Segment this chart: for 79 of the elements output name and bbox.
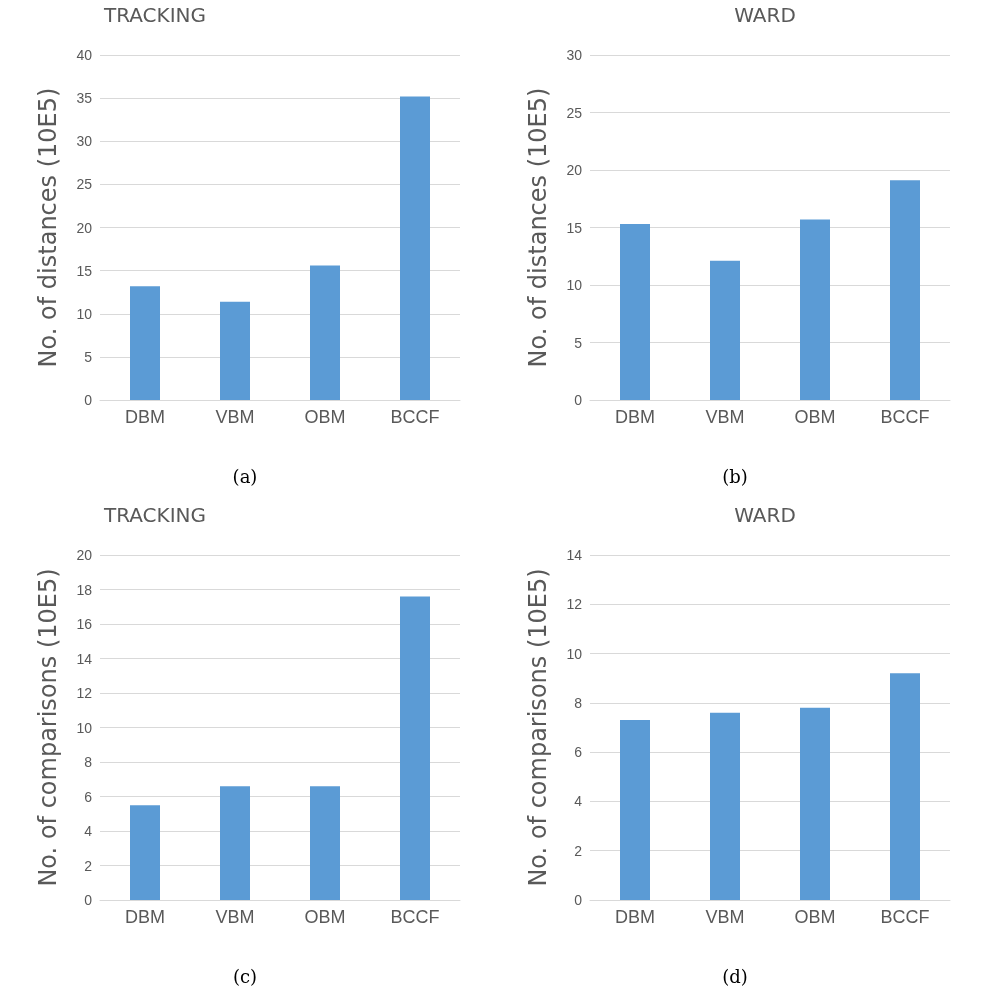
x-tick-label: BCCF [390,907,440,927]
y-tick-label: 5 [84,348,93,365]
y-axis-title: No. of distances (10E5) [34,87,62,368]
x-tick-label: OBM [794,407,836,427]
y-tick-label: 10 [566,277,583,293]
y-tick-label: 14 [566,547,583,563]
y-axis-title: No. of comparisons (10E5) [524,568,552,887]
y-tick-label: 25 [76,176,93,193]
bar [710,260,740,400]
y-tick-label: 10 [76,719,93,736]
bar [310,265,340,400]
y-tick-label: 6 [574,744,583,761]
bar [400,596,430,900]
y-tick-label: 25 [566,104,583,121]
x-tick-label: VBM [705,407,745,427]
y-axis-title: No. of distances (10E5) [524,87,552,368]
x-tick-label: OBM [304,407,346,427]
bar [220,786,250,900]
bar [220,301,250,400]
x-tick-label: BCCF [880,407,930,427]
bar [890,180,920,400]
bar [800,707,830,900]
y-tick-label: 8 [84,754,93,770]
y-tick-label: 12 [566,596,583,613]
text: (d) [722,965,748,987]
y-tick-label: 18 [76,581,93,598]
text: (b) [722,465,748,487]
y-tick-label: 8 [574,694,583,711]
bar [710,712,740,900]
y-tick-label: 6 [84,788,93,805]
x-tick-label: VBM [705,907,745,927]
x-tick-label: VBM [215,907,255,927]
x-tick-label: DBM [125,907,165,927]
x-tick-label: DBM [615,907,655,927]
bar [890,673,920,900]
y-tick-label: 14 [76,650,93,667]
bar [620,224,650,400]
chart-title: TRACKING [102,3,207,27]
bar [130,805,160,900]
y-tick-label: 10 [566,645,583,662]
chart-title: WARD [734,3,796,27]
y-tick-label: 35 [76,90,93,107]
y-tick-label: 0 [84,392,93,408]
y-tick-label: 4 [574,793,583,810]
bar [400,96,430,400]
y-tick-label: 0 [574,392,583,408]
bar [800,219,830,400]
y-tick-label: 0 [574,892,583,908]
y-tick-label: 0 [84,892,93,908]
y-tick-label: 5 [574,334,583,351]
y-tick-label: 16 [76,616,93,632]
y-tick-label: 2 [574,842,583,859]
y-tick-label: 30 [76,133,93,150]
bar [130,286,160,400]
x-tick-label: BCCF [390,407,440,427]
y-tick-label: 40 [76,47,93,63]
x-tick-label: VBM [215,407,255,427]
x-tick-label: DBM [125,407,165,427]
text: (c) [232,965,258,987]
y-tick-label: 10 [76,305,93,322]
y-tick-label: 4 [84,823,93,839]
y-axis-title: No. of comparisons (10E5) [34,568,62,887]
x-tick-label: BCCF [880,907,930,927]
y-tick-label: 30 [566,47,583,63]
chart-title: TRACKING [102,503,207,527]
y-tick-label: 15 [566,219,583,236]
chart-title: WARD [734,503,796,527]
text: (a) [232,465,258,487]
x-tick-label: OBM [304,907,346,927]
y-tick-label: 12 [76,685,93,701]
y-tick-label: 20 [76,219,93,236]
y-tick-label: 20 [76,547,93,563]
x-tick-label: DBM [615,407,655,427]
bar [310,786,340,900]
y-tick-label: 2 [84,857,93,874]
y-tick-label: 15 [76,262,93,279]
bar [620,720,650,900]
y-tick-label: 20 [566,162,583,178]
x-tick-label: OBM [794,907,836,927]
